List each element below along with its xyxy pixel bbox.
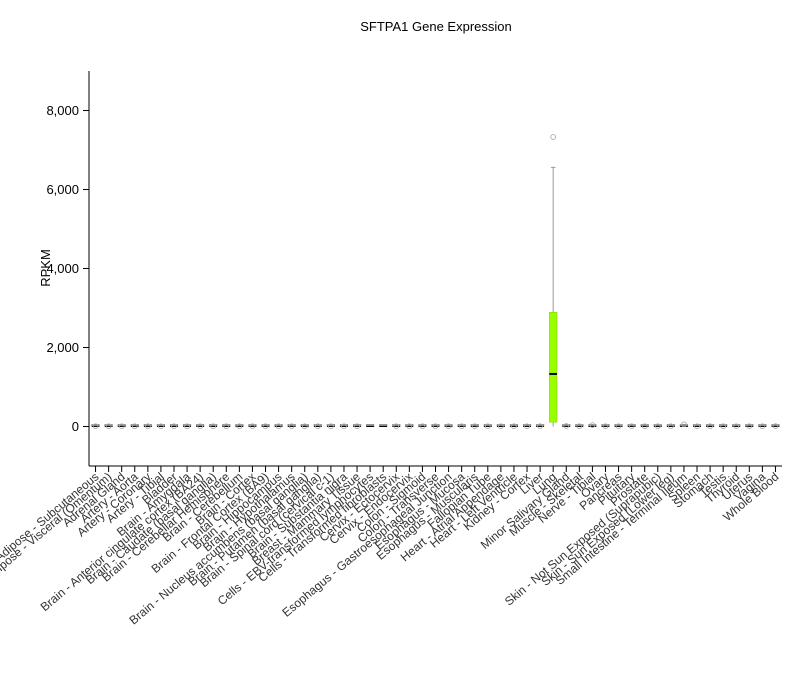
box-outlier [393, 423, 400, 430]
box-outlier [746, 423, 753, 430]
box-outlier [249, 423, 256, 430]
box-outlier [354, 423, 360, 430]
box-outlier [654, 423, 661, 430]
box-outlier [275, 423, 282, 430]
box-outlier [576, 423, 583, 430]
box-outlier [197, 423, 203, 430]
y-tick-label: 6,000 [46, 182, 79, 197]
box-outlier [432, 423, 439, 430]
box-outlier [720, 423, 727, 430]
box-outlier [602, 423, 609, 430]
box-outlier [759, 423, 766, 430]
y-axis: 0 2,000 4,000 6,000 8,000 [46, 71, 90, 466]
box-outlier [668, 423, 674, 430]
box-outlier [184, 423, 190, 430]
box-outlier [118, 423, 125, 430]
box-outlier [511, 423, 517, 430]
y-tick-label: 0 [72, 419, 79, 434]
y-axis-label: RPKM [38, 249, 53, 287]
box-outlier [236, 423, 243, 430]
box-outlier [615, 423, 622, 430]
box-outlier [301, 423, 308, 430]
y-tick-label: 2,000 [46, 340, 79, 355]
box-outlier [772, 423, 779, 429]
box-outlier [641, 423, 648, 430]
plot-area [91, 134, 780, 430]
box-outlier [707, 423, 713, 430]
box-outlier [131, 423, 138, 430]
box-outlier [484, 423, 491, 430]
chart-title: SFTPA1 Gene Expression [360, 19, 512, 34]
box-outlier [406, 423, 413, 430]
box-outlier [550, 134, 557, 140]
box-outlier [524, 423, 530, 430]
box-outlier [171, 423, 177, 430]
box-outlier [537, 423, 543, 430]
box-outlier [589, 422, 596, 428]
box-iqr [549, 312, 558, 423]
box-outlier [210, 423, 217, 430]
box-outlier [105, 423, 112, 430]
box-outlier [681, 421, 687, 428]
box-outlier [288, 423, 295, 430]
y-tick-label: 4,000 [46, 261, 79, 276]
y-tick-label: 8,000 [46, 103, 79, 118]
box-outlier [419, 423, 426, 430]
box-outlier [694, 423, 700, 430]
box-outlier [223, 423, 230, 430]
box-outlier [341, 423, 347, 430]
box-outlier [471, 423, 478, 430]
box-outlier [628, 423, 635, 430]
box-outlier [158, 423, 164, 430]
box-outlier [445, 423, 452, 430]
box-outlier [733, 423, 740, 430]
box-outlier [92, 423, 99, 430]
box-outlier [458, 423, 465, 430]
box-outlier [498, 423, 504, 430]
box-outlier [328, 423, 334, 430]
box-outlier [314, 423, 321, 430]
box-outlier [262, 423, 269, 430]
box-outlier [144, 423, 151, 430]
box-outlier [563, 423, 570, 429]
